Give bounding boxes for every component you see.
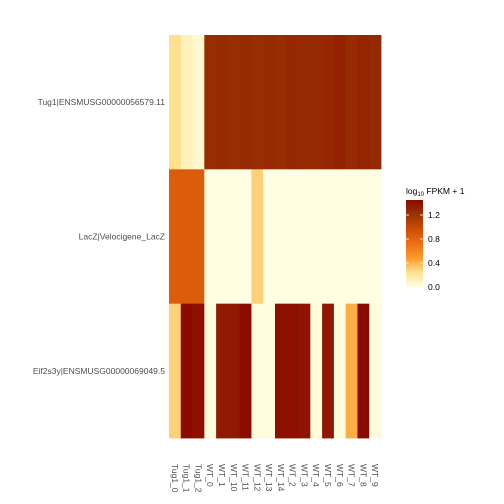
heatmap-cell <box>204 169 217 305</box>
heatmap-cell <box>345 303 358 439</box>
heatmap-cell <box>251 35 264 170</box>
column-label: WT_3 <box>299 464 309 487</box>
row-label: Tug1|ENSMUSG00000056579.11 <box>38 97 166 107</box>
heatmap-cell <box>192 303 205 439</box>
column-label: WT_0 <box>205 464 215 487</box>
column-label: WT_4 <box>311 464 321 487</box>
heatmap-cell <box>239 303 252 439</box>
heatmap-cell <box>310 303 323 439</box>
column-label: WT_5 <box>323 464 333 487</box>
column-label: Tug1_2 <box>193 464 203 493</box>
row-labels: Tug1|ENSMUSG00000056579.11 LacZ|Velocigen… <box>33 97 165 376</box>
heatmap-cell <box>333 303 347 439</box>
heatmap-cell <box>180 35 193 170</box>
heatmap-cell <box>369 303 382 439</box>
heatmap-cell <box>275 303 288 439</box>
heatmap-cell <box>239 35 252 170</box>
heatmap-cell <box>357 169 370 305</box>
heatmap-cell <box>345 169 358 305</box>
legend-title: log10 FPKM + 1 <box>406 186 465 198</box>
heatmap-cell <box>216 169 229 305</box>
row-label: Eif2s3y|ENSMUSG00000069049.5 <box>33 366 165 376</box>
column-labels: Tug1_0 Tug1_1 Tug1_2 WT_0 WT_1 WT_10 WT_11 WT_1… <box>170 464 380 493</box>
legend-ticks: 0.0 0.4 0.8 1.2 <box>406 210 440 292</box>
column-label: WT_8 <box>358 464 368 487</box>
heatmap-cell <box>251 169 264 305</box>
heatmap-cell <box>227 303 241 439</box>
heatmap-cell <box>275 35 288 170</box>
column-label: WT_10 <box>229 464 239 492</box>
legend-tick-label: 0.8 <box>428 234 440 244</box>
column-label: WT_11 <box>241 464 251 491</box>
heatmap-cell <box>357 35 370 170</box>
heatmap-cells <box>169 35 382 439</box>
heatmap-cell <box>216 303 229 439</box>
column-label: WT_14 <box>276 464 286 492</box>
heatmap-cell <box>310 35 323 170</box>
heatmap-cell <box>239 169 252 305</box>
heatmap-cell <box>322 303 335 439</box>
row-label: LacZ|Velocigene_LacZ <box>79 232 165 242</box>
heatmap-cell <box>251 303 264 439</box>
column-label: Tug1_0 <box>170 464 180 493</box>
column-label: WT_2 <box>288 464 298 487</box>
heatmap-cell <box>227 35 241 170</box>
heatmap-cell <box>333 35 347 170</box>
heatmap-cell <box>298 169 311 305</box>
legend: log10 FPKM + 1 0.0 0.4 0.8 1.2 <box>406 186 465 292</box>
heatmap-cell <box>369 35 382 170</box>
heatmap-cell <box>204 35 217 170</box>
heatmap-cell <box>322 169 335 305</box>
heatmap-cell <box>345 35 358 170</box>
heatmap-cell <box>192 169 205 305</box>
heatmap-cell <box>216 35 229 170</box>
heatmap-cell <box>357 303 370 439</box>
heatmap-cell <box>169 169 182 305</box>
column-label: WT_1 <box>217 464 227 487</box>
heatmap-cell <box>286 35 299 170</box>
heatmap-cell <box>286 303 299 439</box>
heatmap-cell <box>180 169 193 305</box>
heatmap-cell <box>298 35 311 170</box>
heatmap-cell <box>310 169 323 305</box>
column-label: WT_12 <box>252 464 262 492</box>
heatmap-cell <box>169 303 182 439</box>
heatmap-cell <box>227 169 241 305</box>
heatmap-cell <box>263 169 276 305</box>
heatmap-cell <box>333 169 347 305</box>
heatmap-cell <box>263 35 276 170</box>
column-label: Tug1_1 <box>182 464 192 493</box>
heatmap-cell <box>322 35 335 170</box>
heatmap-cell <box>180 303 193 439</box>
column-label: WT_6 <box>335 464 345 487</box>
legend-tick-label: 1.2 <box>428 210 440 220</box>
heatmap-cell <box>369 169 382 305</box>
heatmap-cell <box>169 35 182 170</box>
heatmap-cell <box>263 303 276 439</box>
legend-colorbar <box>406 200 423 287</box>
legend-tick-label: 0.0 <box>428 282 440 292</box>
column-label: WT_9 <box>370 464 380 487</box>
heatmap-cell <box>275 169 288 305</box>
heatmap-cell <box>298 303 311 439</box>
heatmap-cell <box>192 35 205 170</box>
column-label: WT_13 <box>264 464 274 492</box>
heatmap-cell <box>204 303 217 439</box>
column-label: WT_7 <box>347 464 357 487</box>
heatmap-cell <box>286 169 299 305</box>
legend-tick-label: 0.4 <box>428 258 440 268</box>
